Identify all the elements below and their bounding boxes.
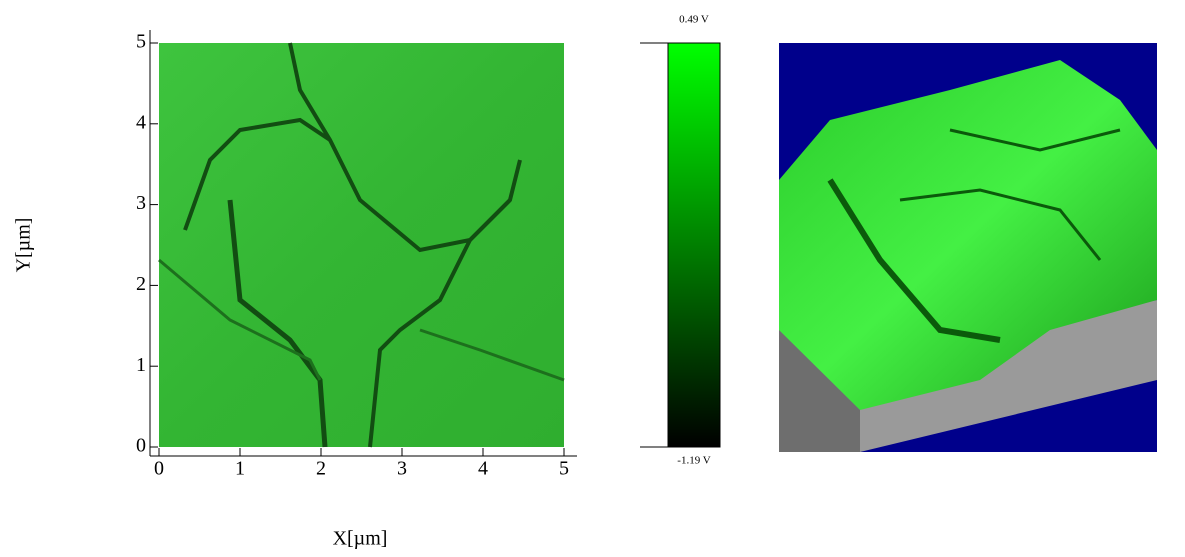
x-tick-label: 5 — [559, 458, 569, 480]
y-axis-label: Y[µm] — [13, 218, 35, 273]
y-tick-label: 1 — [136, 354, 146, 376]
colorbar-label: -1.19 V — [677, 455, 710, 467]
colorbar — [667, 42, 721, 448]
y-tick-label: 4 — [136, 111, 146, 133]
colorbar-label: 0.49 V — [679, 14, 709, 26]
y-tick-label: 3 — [136, 192, 146, 214]
x-tick-label: 2 — [316, 458, 326, 480]
y-tick-label: 0 — [136, 435, 146, 457]
x-tick-label: 3 — [397, 458, 407, 480]
x-axis-label: X[µm] — [333, 528, 388, 550]
x-tick-label: 1 — [235, 458, 245, 480]
y-tick-label: 5 — [136, 31, 146, 53]
y-tick-label: 2 — [136, 273, 146, 295]
x-tick-label: 4 — [478, 458, 488, 480]
afm-image — [158, 42, 565, 448]
x-tick-label: 0 — [154, 458, 164, 480]
afm-3d-view — [779, 43, 1157, 452]
